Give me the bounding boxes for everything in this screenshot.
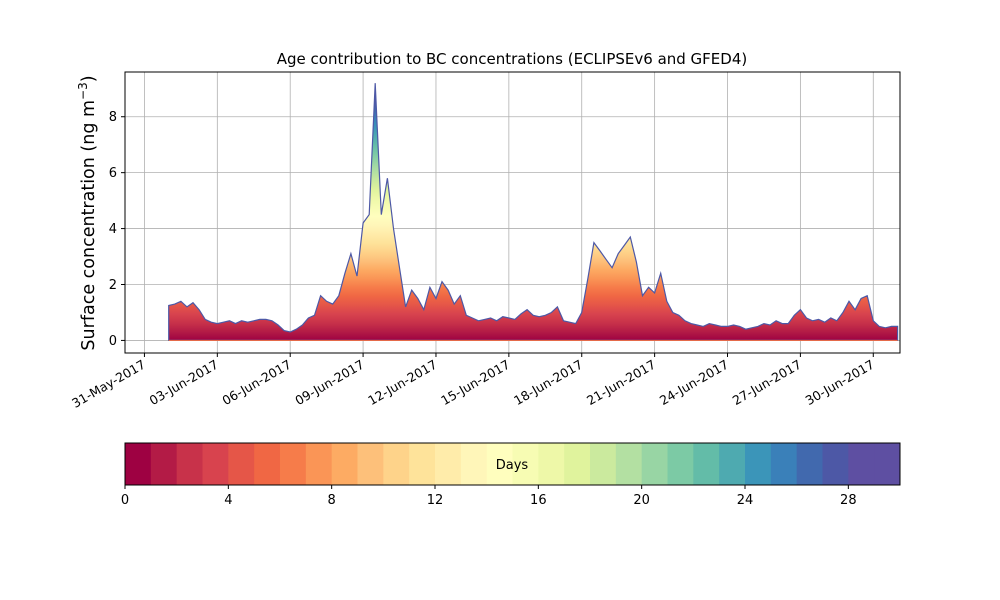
- colorbar-swatch: [305, 443, 333, 485]
- colorbar-label: Days: [496, 458, 529, 473]
- colorbar-tick-label: 8: [328, 493, 336, 508]
- colorbar-swatch: [125, 443, 152, 485]
- colorbar-frame: [124, 442, 901, 486]
- colorbar-tick-label: 0: [121, 493, 129, 508]
- colorbar-tick-label: 12: [427, 493, 444, 508]
- total-area-series: [168, 83, 899, 341]
- colorbar-swatch: [796, 443, 823, 485]
- colorbar-tick-label: 28: [840, 493, 857, 508]
- x-tick-label: 21-Jun-2017: [584, 357, 658, 408]
- colorbar-swatch: [564, 443, 591, 485]
- x-tick-label: 09-Jun-2017: [292, 357, 366, 408]
- x-tick-label: 15-Jun-2017: [438, 357, 512, 408]
- x-tick-label: 03-Jun-2017: [147, 357, 221, 408]
- colorbar-swatch: [254, 443, 281, 485]
- colorbar-swatch: [512, 443, 539, 485]
- colorbar-swatch: [435, 443, 462, 485]
- colorbar-swatch: [280, 443, 307, 485]
- colorbar-swatch: [590, 443, 617, 485]
- colorbar-tick-label: 16: [530, 493, 547, 508]
- y-axis-ticks: 0 2 4 6 8: [109, 110, 125, 349]
- colorbar-swatch: [150, 443, 178, 485]
- colorbar-swatch: [770, 443, 798, 485]
- colorbar-swatch: [822, 443, 849, 485]
- colorbar: 0 4 8 12 16 20 24 28: [121, 442, 901, 508]
- x-tick-label: 06-Jun-2017: [220, 357, 294, 408]
- colorbar-swatch: [331, 443, 358, 485]
- colorbar-swatch: [202, 443, 229, 485]
- y-axis-label: Surface concentration (ng m−3): [76, 75, 99, 350]
- chart-title: Age contribution to BC concentrations (E…: [277, 50, 748, 68]
- colorbar-swatch: [615, 443, 643, 485]
- y-tick-label: 6: [109, 166, 117, 181]
- colorbar-swatch: [848, 443, 875, 485]
- colorbar-swatch: [641, 443, 668, 485]
- colorbar-tick-label: 24: [737, 493, 754, 508]
- colorbar-swatch: [228, 443, 255, 485]
- x-tick-label: 12-Jun-2017: [365, 357, 439, 408]
- colorbar-swatch: [409, 443, 436, 485]
- x-tick-label: 30-Jun-2017: [803, 357, 877, 408]
- colorbar-tick-label: 4: [224, 493, 232, 508]
- y-tick-label: 4: [109, 222, 117, 237]
- y-tick-label: 0: [109, 334, 117, 349]
- x-tick-label: 31-May-2017: [69, 357, 148, 411]
- colorbar-swatch: [667, 443, 694, 485]
- x-tick-label: 27-Jun-2017: [730, 357, 804, 408]
- colorbar-swatch: [176, 443, 203, 485]
- x-axis-ticks: 31-May-201703-Jun-201706-Jun-201709-Jun-…: [69, 353, 877, 411]
- x-tick-label: 18-Jun-2017: [511, 357, 585, 408]
- colorbar-swatch: [538, 443, 565, 485]
- grid: [125, 72, 900, 353]
- colorbar-swatch: [719, 443, 746, 485]
- colorbar-tick-label: 20: [633, 493, 650, 508]
- colorbar-swatch: [874, 443, 901, 485]
- colorbar-swatch: [460, 443, 488, 485]
- x-tick-label: 24-Jun-2017: [657, 357, 731, 408]
- colorbar-swatch: [357, 443, 384, 485]
- colorbar-swatch: [383, 443, 410, 485]
- colorbar-swatch: [745, 443, 772, 485]
- plot-frame: [124, 71, 901, 354]
- y-tick-label: 2: [109, 278, 117, 293]
- y-tick-label: 8: [109, 110, 117, 125]
- colorbar-swatch: [486, 443, 513, 485]
- stacked-areas: [168, 83, 899, 342]
- colorbar-swatch: [693, 443, 720, 485]
